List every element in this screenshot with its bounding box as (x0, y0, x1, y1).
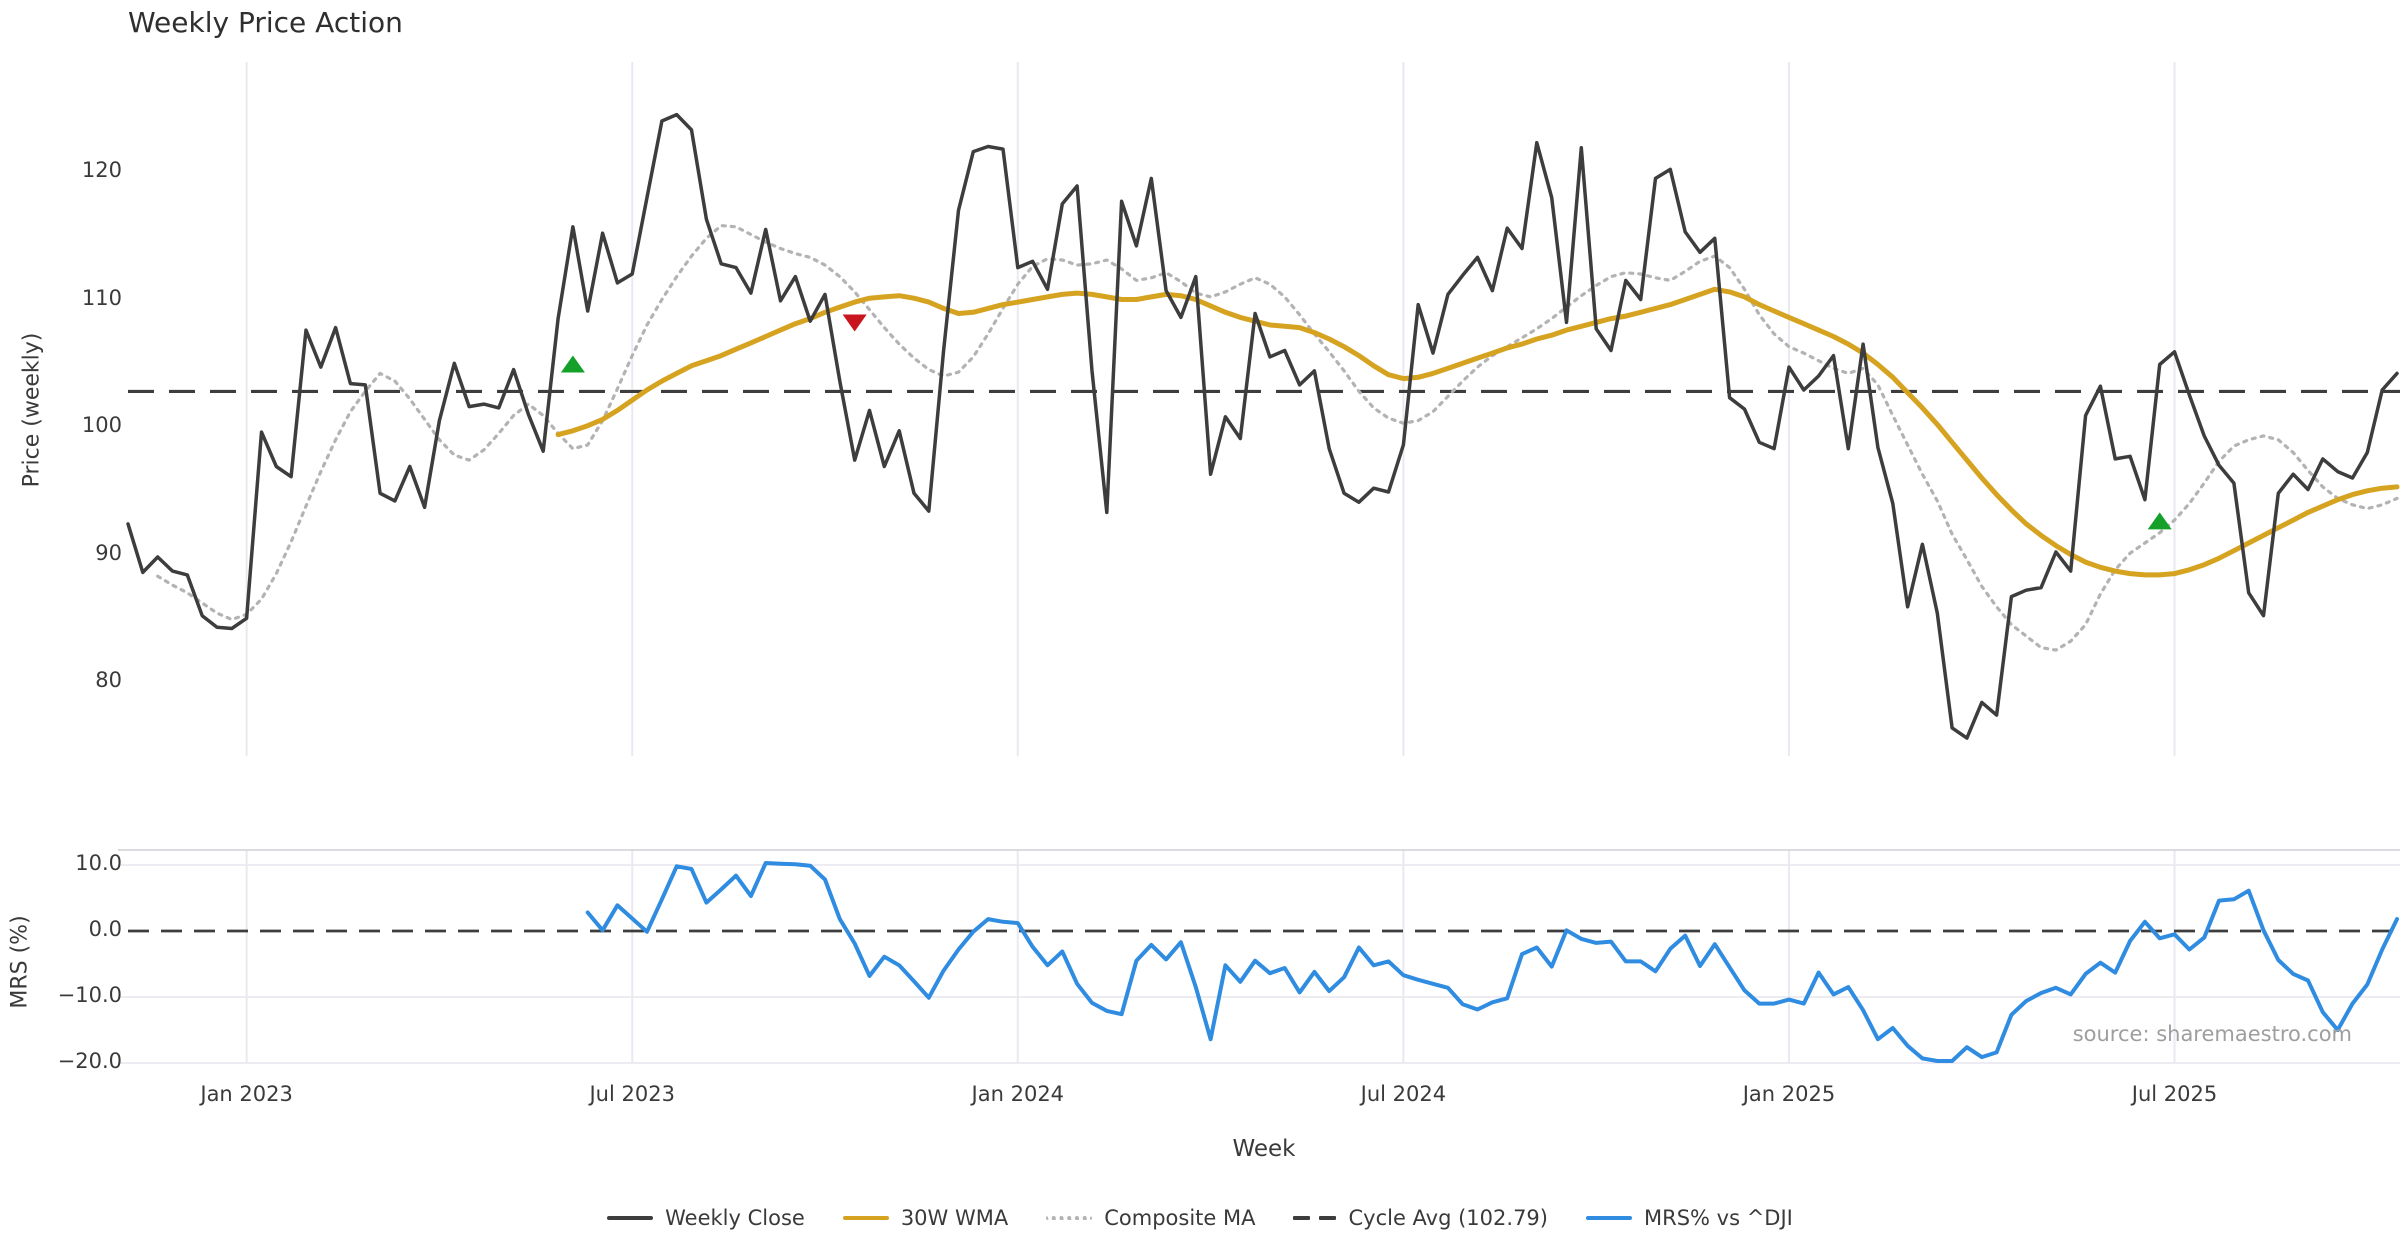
x-axis-label: Week (1232, 1136, 1296, 1162)
legend-swatch-cycle-avg-102-79 (1293, 1216, 1337, 1220)
price-tick-label: 120 (81, 158, 122, 182)
legend-swatch-weekly-close (607, 1216, 654, 1220)
mrs-tick-label: −20.0 (57, 1049, 122, 1073)
chart-title: Weekly Price Action (128, 6, 403, 39)
legend-swatch-mrs-vs-dji (1585, 1216, 1632, 1220)
composite-ma-line (156, 224, 2399, 652)
legend-label: 30W WMA (900, 1206, 1009, 1230)
sell-signal-marker (842, 314, 867, 332)
legend-swatch-composite-ma (1046, 1216, 1093, 1220)
legend-label: Weekly Close (665, 1206, 805, 1230)
legend-item: 30W WMA (842, 1206, 1009, 1230)
price-tick-label: 80 (95, 668, 122, 692)
price-tick-label: 100 (81, 413, 122, 437)
mrs-line (585, 861, 2399, 1063)
buy-signal-marker (560, 355, 585, 373)
price-tick-label: 90 (95, 540, 122, 565)
legend-item: Weekly Close (607, 1206, 805, 1230)
mrs-tick-label: −10.0 (57, 983, 122, 1007)
x-tick-label: Jul 2024 (1360, 1082, 1447, 1106)
x-tick-label: Jan 2025 (1742, 1082, 1836, 1106)
buy-signal-marker (2147, 512, 2172, 530)
x-tick-label: Jul 2023 (589, 1082, 675, 1106)
mrs-tick-label: 0.0 (88, 917, 122, 941)
legend-item: Cycle Avg (102.79) (1293, 1206, 1548, 1230)
x-tick-label: Jan 2023 (200, 1082, 293, 1106)
wma-30w-line (555, 286, 2400, 578)
price-axis-label: Price (weekly) (19, 332, 45, 488)
x-tick-label: Jan 2024 (971, 1082, 1065, 1106)
mrs-axis-label: MRS (%) (7, 915, 33, 1009)
legend-swatch-30w-wma (842, 1216, 889, 1220)
legend-label: Cycle Avg (102.79) (1348, 1206, 1548, 1230)
weekly-close-line (126, 112, 2399, 740)
legend-item: MRS% vs ^DJI (1585, 1206, 1793, 1230)
price-tick-label: 110 (81, 285, 122, 310)
legend-label: MRS% vs ^DJI (1643, 1206, 1793, 1230)
source-attribution: source: sharemaestro.com (2072, 1022, 2352, 1046)
chart-legend: Weekly Close 30W WMA Composite MA Cycle Avg… (0, 1206, 2400, 1230)
legend-item: Composite MA (1046, 1206, 1255, 1230)
mrs-tick-label: 10.0 (75, 851, 122, 875)
legend-label: Composite MA (1104, 1206, 1256, 1230)
x-tick-label: Jul 2025 (2131, 1082, 2218, 1106)
